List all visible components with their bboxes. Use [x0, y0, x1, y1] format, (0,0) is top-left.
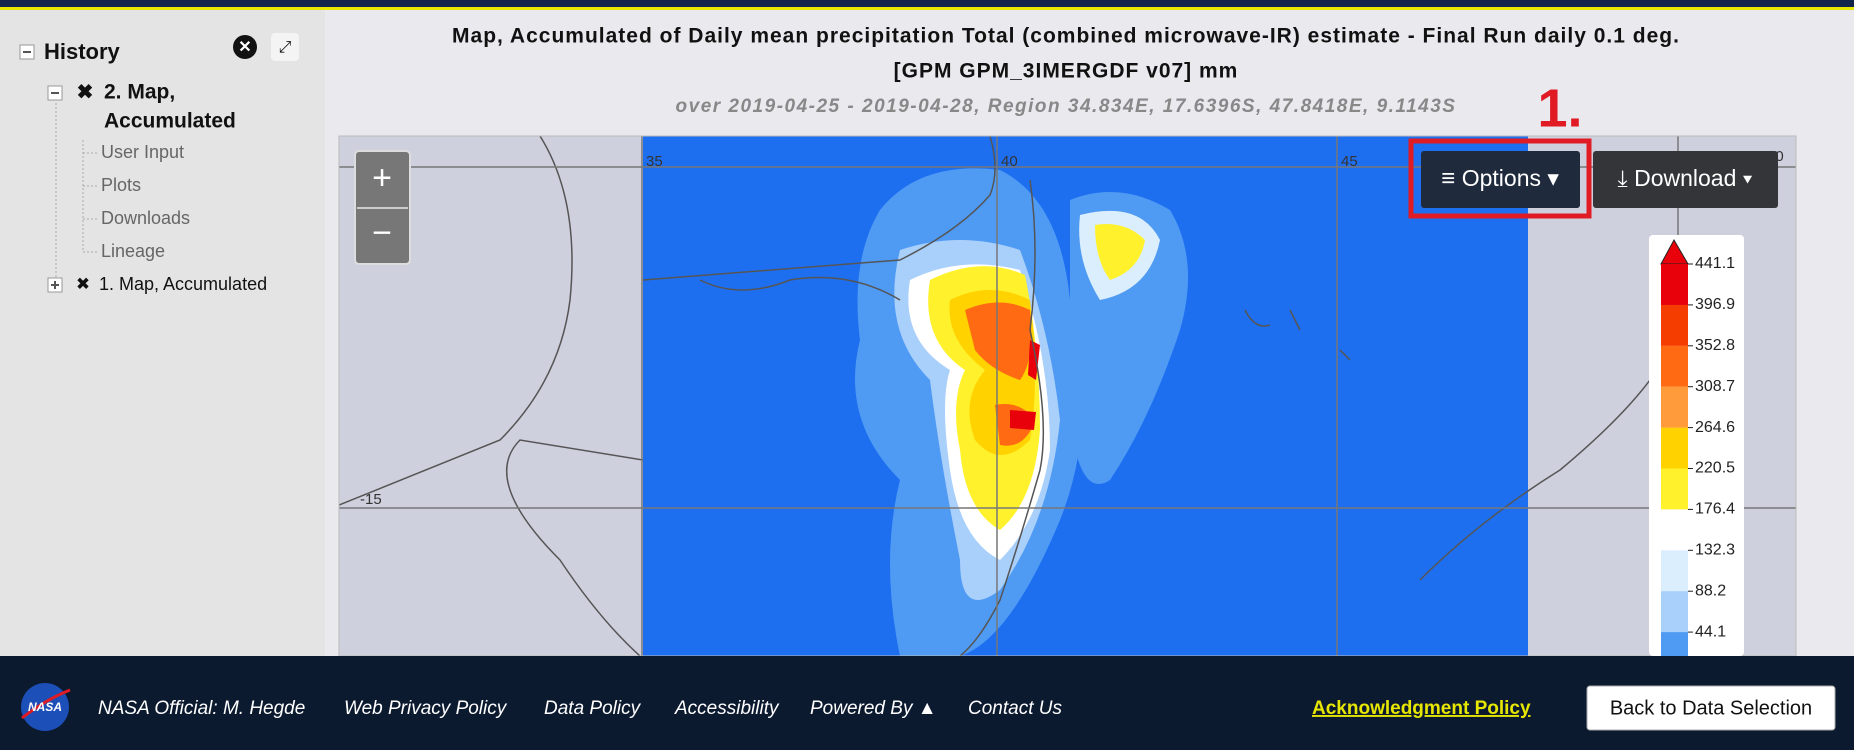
legend-label: 132.3 — [1695, 542, 1735, 559]
legend-swatch — [1661, 304, 1688, 346]
footer-link[interactable]: Powered By ▲ — [810, 698, 937, 719]
back-button[interactable] — [1586, 685, 1836, 731]
legend-swatch — [1661, 550, 1688, 592]
download-text: Download — [1634, 165, 1736, 191]
history-subitem[interactable]: User Input — [101, 142, 184, 162]
history-item[interactable]: 1. Map, Accumulated — [99, 274, 267, 294]
highlight-box — [1408, 138, 1592, 219]
sidebar — [0, 10, 325, 656]
sidebar-title: History — [44, 39, 121, 64]
options-label: ≡ Options ▾ — [1441, 165, 1559, 192]
legend-label: 176.4 — [1695, 501, 1735, 518]
logo-swoosh — [21, 688, 71, 720]
lat-label: -15 — [360, 491, 382, 508]
precip-area — [1010, 340, 1040, 430]
legend-label: 396.9 — [1695, 296, 1735, 313]
legend-swatch — [1661, 345, 1688, 387]
footer — [0, 656, 1854, 750]
lon-label: 45 — [1341, 153, 1358, 170]
history-subitem[interactable]: Lineage — [101, 241, 165, 261]
legend-label: 308.7 — [1695, 378, 1735, 395]
precip-area — [965, 302, 1035, 446]
options-text: Options — [1462, 165, 1541, 191]
icon: ✕ — [238, 39, 251, 56]
history-subitem[interactable]: Downloads — [101, 208, 190, 228]
download-button[interactable] — [1593, 151, 1778, 208]
legend-swatch — [1661, 591, 1688, 633]
zoom-out[interactable]: − — [372, 214, 392, 252]
options-button[interactable] — [1421, 151, 1580, 208]
footer-link[interactable]: Contact Us — [968, 698, 1062, 719]
footer-link[interactable]: NASA Official: M. Hegde — [98, 698, 305, 719]
legend-swatch — [1661, 427, 1688, 469]
legend-label: 441.1 — [1695, 255, 1735, 272]
legend-swatch — [1661, 509, 1688, 551]
icon: ⤢ — [279, 39, 292, 56]
legend-label: 88.2 — [1695, 582, 1726, 599]
logo-text: NASA — [28, 700, 62, 714]
back-label: Back to Data Selection — [1610, 697, 1812, 719]
download-label: ⤓ Download ▾ — [1618, 165, 1753, 191]
footer-link[interactable]: Accessibility — [674, 698, 780, 719]
precip-area — [1095, 224, 1145, 280]
plot-title: Map, Accumulated of Daily mean precipita… — [452, 25, 1680, 48]
zoom-in[interactable]: + — [372, 159, 392, 197]
remove-icon[interactable]: ✖ — [77, 81, 94, 103]
history-item[interactable]: 2. Map, — [104, 81, 175, 104]
legend-label: 352.8 — [1695, 337, 1735, 354]
legend-swatch — [1661, 386, 1688, 428]
coastline — [339, 136, 1701, 656]
footer-link[interactable]: Web Privacy Policy — [344, 698, 508, 719]
annotation: 1. — [1537, 78, 1582, 138]
history-subitem[interactable]: Plots — [101, 175, 141, 195]
top-bar — [0, 7, 1854, 10]
acknowledgment-link[interactable]: Acknowledgment Policy — [1312, 698, 1531, 719]
map: 35404550-10-15-10 — [339, 136, 1796, 656]
legend-label: 264.6 — [1695, 419, 1735, 436]
legend-swatch — [1661, 264, 1688, 305]
legend-label: 44.1 — [1695, 623, 1726, 640]
legend-swatch — [1661, 468, 1688, 510]
plot-subtitle: over 2019-04-25 - 2019-04-28, Region 34.… — [676, 96, 1457, 117]
history-item[interactable]: Accumulated — [104, 110, 236, 133]
footer-link[interactable]: Data Policy — [544, 698, 642, 719]
legend-label: 220.5 — [1695, 460, 1735, 477]
lon-label: 40 — [1001, 153, 1018, 170]
lon-label: 35 — [646, 153, 663, 170]
expand[interactable] — [271, 33, 299, 61]
plot-title: [GPM GPM_3IMERGDF v07] mm — [894, 60, 1239, 83]
remove-icon[interactable]: ✖ — [76, 274, 90, 293]
close-all[interactable] — [233, 35, 257, 59]
